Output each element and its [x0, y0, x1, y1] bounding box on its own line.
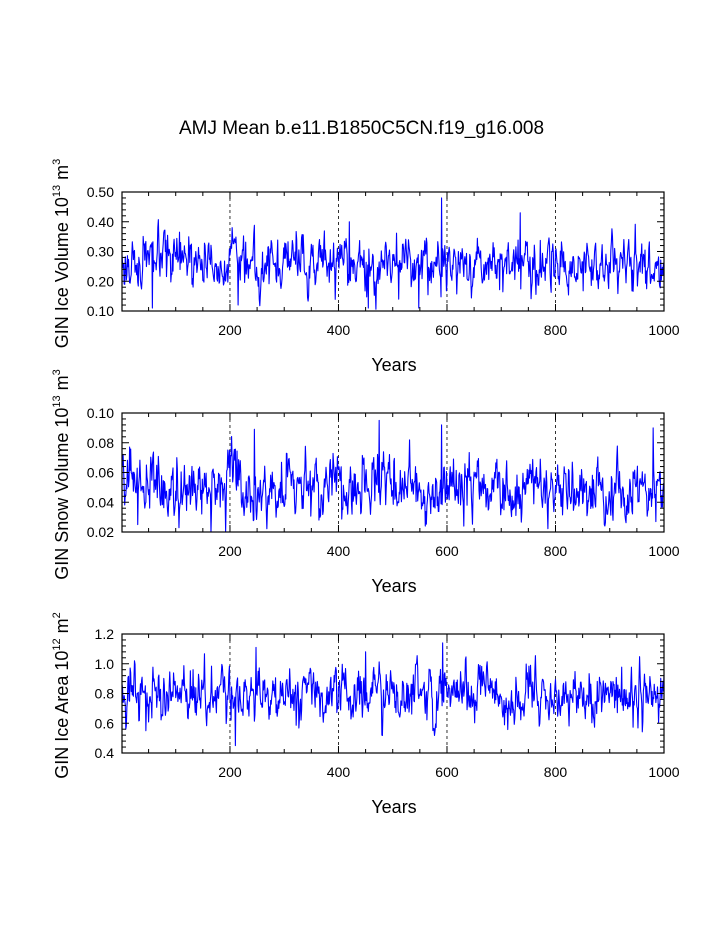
plot-frame [121, 191, 665, 312]
y-tick-label: 0.02 [87, 524, 114, 540]
x-tick-label: 1000 [648, 543, 679, 559]
y-tick-label: 0.08 [87, 435, 114, 451]
x-tick-label: 400 [327, 322, 351, 338]
y-tick-label: 0.40 [87, 214, 114, 230]
series-line [121, 642, 665, 747]
x-tick-label: 600 [435, 322, 459, 338]
x-axis-label: Years [371, 355, 416, 375]
ice-volume-chart: 200 400 600 800 1000 0.10 0.20 0.30 0.40 0.50 Year… [51, 159, 680, 375]
y-tick-label: 0.50 [87, 184, 114, 200]
y-axis-label: GIN Ice Volume 1013 m3 [51, 159, 72, 348]
x-tick-label: 400 [327, 764, 351, 780]
x-axis-label: Years [371, 797, 416, 817]
y-tick-label: 0.4 [95, 745, 115, 761]
y-tick-label: 0.06 [87, 465, 114, 481]
series-line [121, 419, 665, 533]
x-tick-label: 400 [327, 543, 351, 559]
y-tick-label: 0.10 [87, 405, 114, 421]
y-tick-label: 0.6 [95, 715, 115, 731]
x-axis-label: Years [371, 576, 416, 596]
x-tick-label: 200 [218, 764, 242, 780]
snow-volume-chart: 200 400 600 800 1000 0.02 0.04 0.06 0.08 0.10 Year… [51, 369, 680, 596]
y-axis-label: GIN Snow Volume 1013 m3 [51, 369, 72, 579]
y-tick-label: 0.8 [95, 686, 115, 702]
x-tick-label: 800 [544, 543, 568, 559]
y-tick-label: 0.10 [87, 303, 114, 319]
x-tick-label: 600 [435, 764, 459, 780]
page-title: AMJ Mean b.e11.B1850C5CN.f19_g16.008 [178, 118, 545, 139]
x-tick-label: 1000 [648, 322, 679, 338]
y-tick-label: 1.0 [95, 656, 115, 672]
y-tick-label: 0.20 [87, 273, 114, 289]
y-axis-label: GIN Ice Area 1012 m2 [51, 612, 72, 778]
ice-area-chart: 200 400 600 800 1000 0.4 0.6 0.8 1.0 1.2 Years GIN … [51, 612, 680, 817]
x-tick-label: 800 [544, 764, 568, 780]
x-tick-label: 200 [218, 543, 242, 559]
plot-frame [121, 412, 665, 533]
x-tick-label: 1000 [648, 764, 679, 780]
y-tick-label: 0.30 [87, 244, 114, 260]
y-tick-label: 0.04 [87, 494, 114, 510]
series-line [121, 197, 665, 310]
x-tick-label: 800 [544, 322, 568, 338]
y-tick-label: 1.2 [95, 626, 115, 642]
x-tick-label: 600 [435, 543, 459, 559]
x-tick-label: 200 [218, 322, 242, 338]
